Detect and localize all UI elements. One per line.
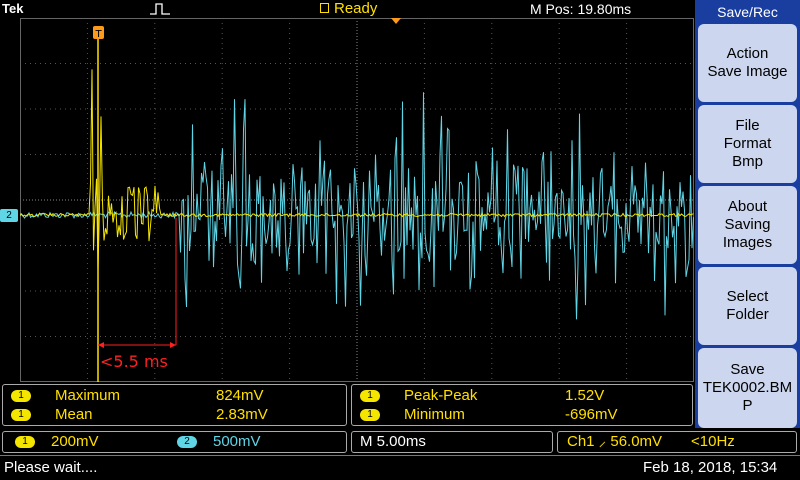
measurement-label: Maximum <box>55 387 121 404</box>
measurement-value: 2.83mV <box>216 406 268 423</box>
expansion-point-marker <box>391 18 401 24</box>
measurement-value: 824mV <box>216 387 264 404</box>
measurement-value: 1.52V <box>565 387 605 404</box>
save-recall-menu: Save/Rec Action Save Image File Format B… <box>695 0 800 428</box>
ch1-badge: 1 <box>11 409 31 422</box>
ch1-scale: 200mV <box>51 433 99 450</box>
horizontal-position: M Pos: 19.80ms <box>530 1 632 17</box>
ch1-badge: 1 <box>360 409 380 422</box>
cursor-annotation: <5.5 ms <box>97 34 177 382</box>
run-state-icon <box>320 3 329 13</box>
save-file-button[interactable]: Save TEK0002.BM P <box>698 348 797 428</box>
measurement-minimum: 1 Minimum -696mV <box>360 405 685 425</box>
about-saving-images-button[interactable]: About Saving Images <box>698 186 797 264</box>
action-save-image-button[interactable]: Action Save Image <box>698 24 797 102</box>
ch1-badge: 1 <box>15 436 35 448</box>
measurement-label: Minimum <box>404 406 465 423</box>
measurement-peak-peak: 1 Peak-Peak 1.52V <box>360 386 685 406</box>
trigger-setting: Ch1 ⸝ 56.0mV <box>567 433 663 450</box>
brand-label: Tek <box>2 1 24 16</box>
bottom-status-bar: Please wait.... Feb 18, 2018, 15:34 <box>0 455 800 480</box>
status-text: Ready <box>334 0 378 17</box>
measurement-panel-left[interactable]: 1 Maximum 824mV 1 Mean 2.83mV <box>2 384 347 426</box>
ch2-scale: 500mV <box>213 433 261 450</box>
ch2-ground-marker: 2 <box>0 209 18 222</box>
ch1-badge: 1 <box>360 390 380 403</box>
ch1-waveform <box>20 69 694 271</box>
date-time: Feb 18, 2018, 15:34 <box>643 459 778 476</box>
ch2-waveform <box>20 92 694 320</box>
measurement-label: Peak-Peak <box>404 387 478 404</box>
timebase-panel[interactable]: M 5.00ms <box>351 431 553 453</box>
measurement-mean: 1 Mean 2.83mV <box>11 405 341 425</box>
ch2-badge: 2 <box>177 436 197 448</box>
trigger-panel[interactable]: Ch1 ⸝ 56.0mV <10Hz <box>557 431 797 453</box>
measurement-maximum: 1 Maximum 824mV <box>11 386 341 406</box>
ch1-badge: 1 <box>11 390 31 403</box>
measurement-value: -696mV <box>565 406 618 423</box>
delay-annotation: <5.5 ms <box>100 352 168 371</box>
trigger-position-marker: T <box>93 26 104 40</box>
measurement-label: Mean <box>55 406 93 423</box>
trigger-pulse-icon <box>150 3 170 15</box>
menu-title: Save/Rec <box>717 4 778 20</box>
measurement-panel-right[interactable]: 1 Peak-Peak 1.52V 1 Minimum -696mV <box>351 384 693 426</box>
select-folder-button[interactable]: Select Folder <box>698 267 797 345</box>
file-format-button[interactable]: File Format Bmp <box>698 105 797 183</box>
top-status-bar: Tek Ready M Pos: 19.80ms <box>0 0 694 18</box>
timebase-value: M 5.00ms <box>360 433 426 450</box>
waveform-graticule: <5.5 ms T <box>20 18 694 382</box>
channel-scale-panel[interactable]: 1 200mV 2 500mV <box>2 431 347 453</box>
status-message: Please wait.... <box>4 459 98 476</box>
trigger-bandwidth: <10Hz <box>691 433 735 450</box>
svg-text:T: T <box>94 29 102 40</box>
